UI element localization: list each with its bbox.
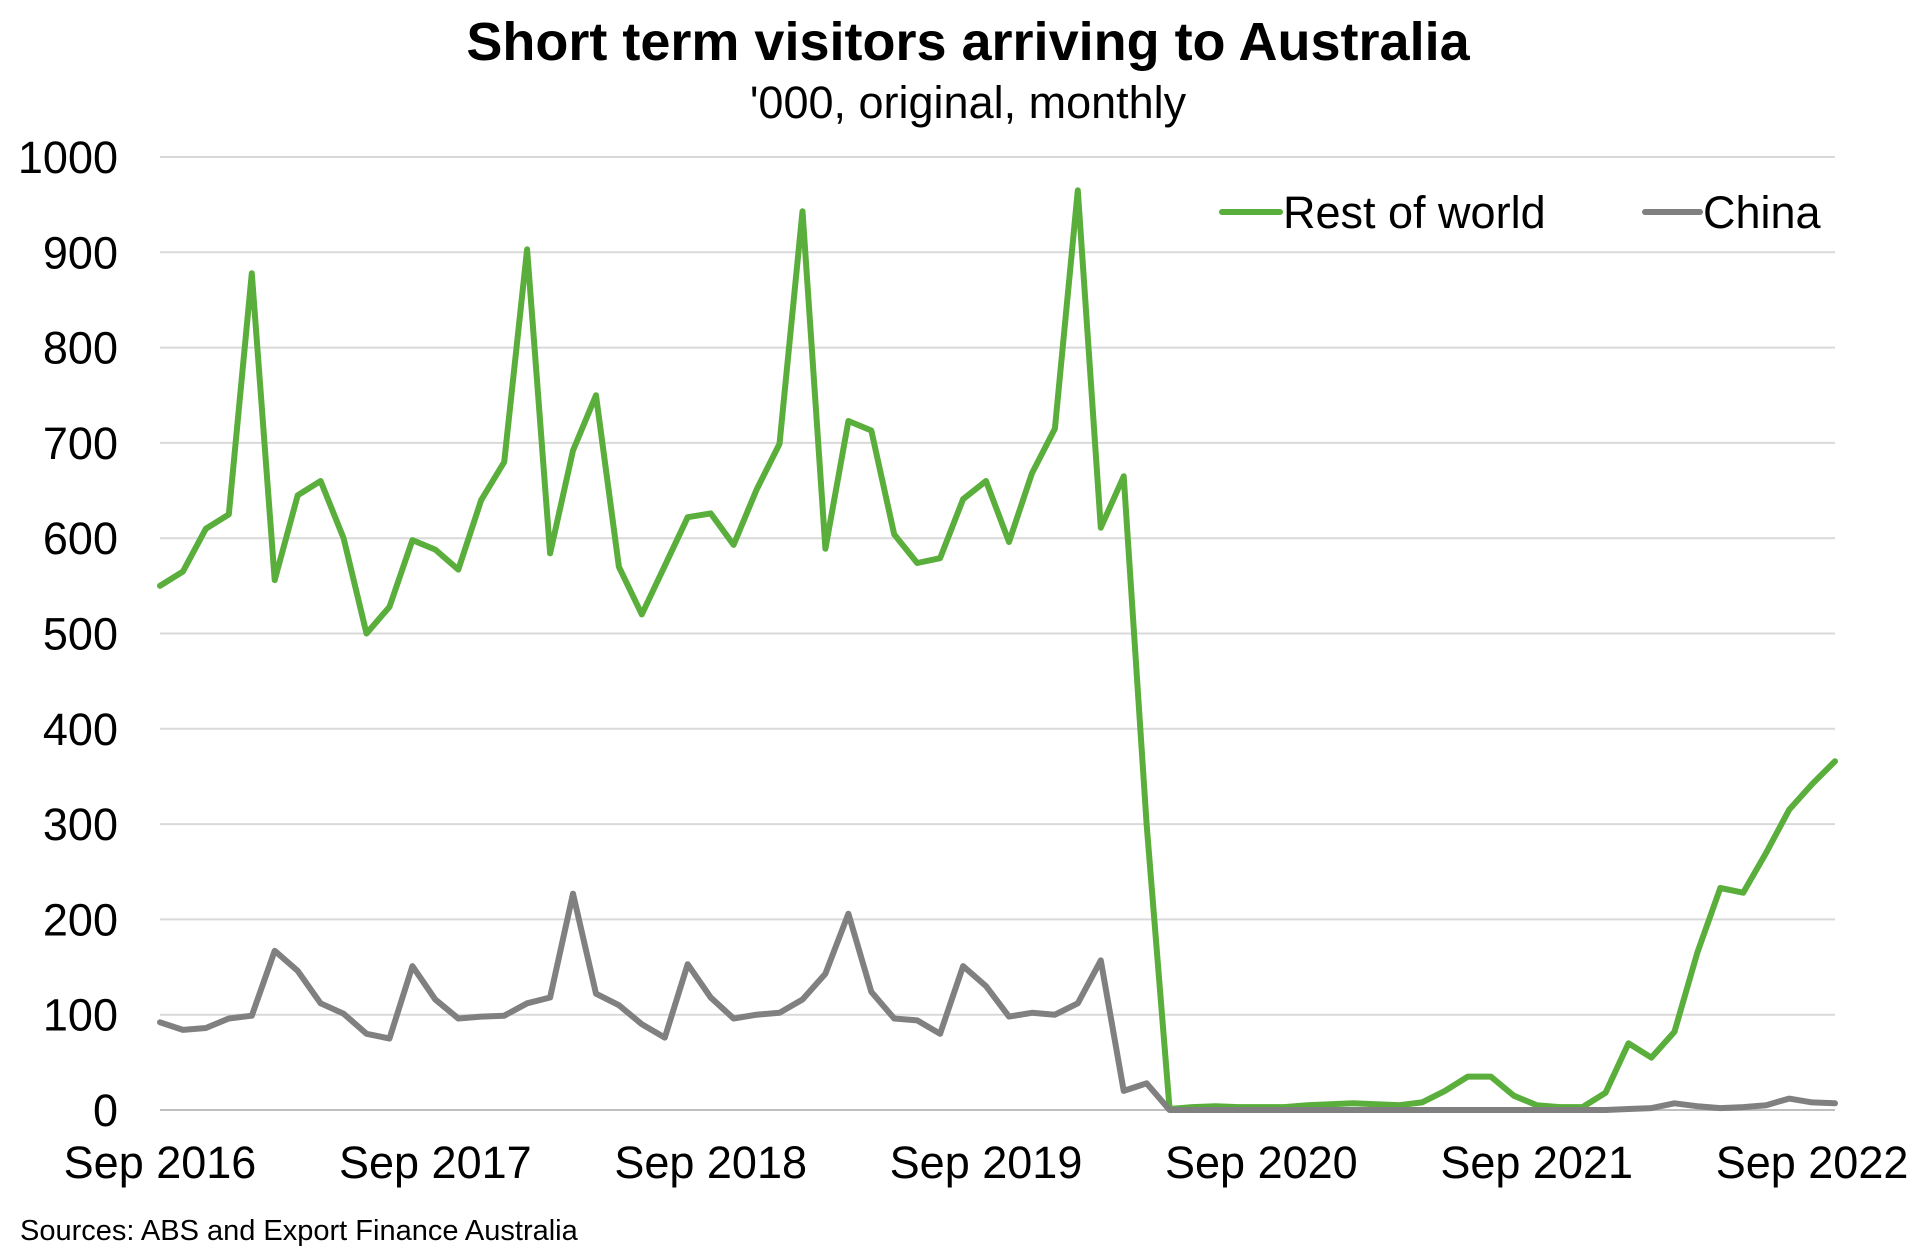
x-tick-label: Sep 2017: [339, 1137, 532, 1188]
y-tick-label: 900: [43, 227, 118, 278]
y-tick-label: 1000: [18, 132, 118, 183]
x-tick-label: Sep 2019: [890, 1137, 1083, 1188]
y-tick-label: 400: [43, 704, 118, 755]
y-tick-label: 500: [43, 609, 118, 660]
y-tick-label: 0: [93, 1085, 118, 1136]
y-tick-label: 800: [43, 323, 118, 374]
y-tick-label: 100: [43, 990, 118, 1041]
y-tick-label: 200: [43, 894, 118, 945]
legend-label: Rest of world: [1283, 187, 1546, 238]
x-tick-label: Sep 2021: [1440, 1137, 1633, 1188]
series-lines: [157, 187, 1838, 1113]
x-tick-label: Sep 2016: [64, 1137, 257, 1188]
chart-subtitle: '000, original, monthly: [750, 77, 1187, 128]
legend-label: China: [1703, 187, 1822, 238]
y-axis-tick-labels: 0 100 200 300 400 500 600 700 800 900 1000: [18, 132, 118, 1136]
chart-title: Short term visitors arriving to Australi…: [466, 12, 1470, 72]
x-tick-label: Sep 2018: [614, 1137, 807, 1188]
series-line-china: [157, 890, 1838, 1113]
x-tick-label: Sep 2022: [1716, 1137, 1909, 1188]
legend: Rest of world China: [1219, 187, 1822, 238]
y-tick-label: 700: [43, 418, 118, 469]
series-line-rest-of-world: [157, 187, 1838, 1112]
gridlines: [160, 156, 1835, 1111]
x-axis-tick-labels: Sep 2016 Sep 2017 Sep 2018 Sep 2019 Sep 2020…: [64, 1137, 1909, 1188]
x-tick-label: Sep 2020: [1165, 1137, 1358, 1188]
y-tick-label: 300: [43, 799, 118, 850]
y-tick-label: 600: [43, 513, 118, 564]
source-note: Sources: ABS and Export Finance Australi…: [20, 1215, 579, 1247]
